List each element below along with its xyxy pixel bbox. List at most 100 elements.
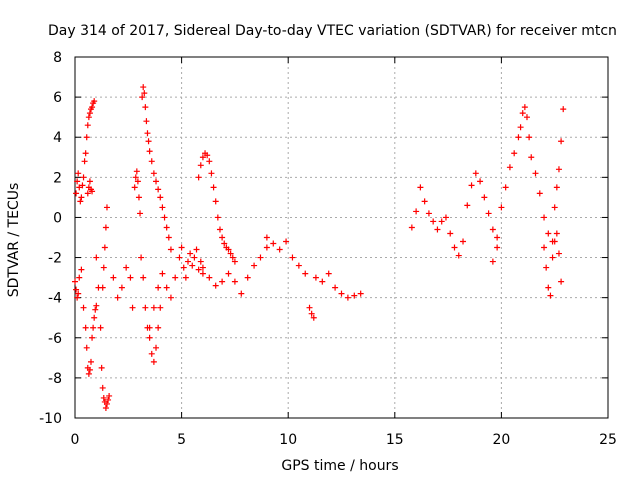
data-point [451,244,458,251]
data-point [276,246,283,253]
data-point [219,278,226,285]
data-point [549,254,556,261]
data-point [118,284,125,291]
data-point [270,240,277,247]
data-point [494,244,501,251]
data-point [153,178,160,185]
series-sdtvar-4-6h-band [146,244,206,331]
data-point [93,302,100,309]
data-point [146,334,153,341]
data-point [82,324,89,331]
y-tick-label: -10 [39,411,62,427]
data-point [92,306,99,313]
data-point [103,400,110,407]
series-sdtvar-2-3h-scatter [110,168,164,365]
data-point [83,134,90,141]
data-point [528,154,535,161]
data-point [560,106,567,113]
series-sdtvar-6h-peak [195,150,238,265]
data-point [489,258,496,265]
data-point [82,150,89,157]
data-point [310,314,317,321]
data-point [163,284,170,291]
data-point [146,324,153,331]
data-point [167,294,174,301]
series-sdtvar-22-23h-tail [541,106,567,299]
data-point [74,178,81,185]
data-point [178,244,185,251]
data-point [85,370,92,377]
data-point [180,264,187,271]
data-point [159,270,166,277]
y-tick-label: 6 [53,90,62,106]
data-point [199,270,206,277]
data-point [78,266,85,273]
grid-lines [75,57,608,418]
data-point [150,304,157,311]
data-point [84,190,91,197]
data-point [73,286,80,293]
data-point [206,158,213,165]
x-tick-label: 20 [492,432,510,448]
data-point [225,270,232,277]
data-point [238,290,245,297]
data-point [558,138,565,145]
data-point [97,324,104,331]
data-point [140,84,147,91]
data-point [517,124,524,131]
data-point [76,274,83,281]
data-point [489,226,496,233]
data-point [102,224,109,231]
y-tick-label: 4 [53,130,62,146]
data-point [187,250,194,257]
data-point [551,204,558,211]
data-point [89,104,96,111]
data-point [76,184,83,191]
x-axis-ticks: 0 5 10 15 20 25 [71,57,617,448]
data-point [86,178,93,185]
data-point [199,264,206,271]
series-sdtvar-20-22h-peak [489,104,556,265]
data-point [189,262,196,269]
plot-frame [74,56,609,419]
data-point [72,278,78,285]
data-point [536,190,543,197]
data-point [212,198,219,205]
data-point [133,168,140,175]
data-point [81,158,88,165]
series-sdtvar-16-19h-cluster [408,170,501,259]
data-point [132,174,139,181]
data-point [357,290,364,297]
data-point [89,334,96,341]
data-point [148,158,155,165]
data-point [214,214,221,221]
data-point [547,292,554,299]
data-point [485,210,492,217]
series-sdtvar-6-9h-lower [199,244,270,297]
data-point [434,226,441,233]
data-point [319,278,326,285]
data-point [129,304,136,311]
data-point [193,246,200,253]
data-point [135,194,142,201]
y-tick-label: -6 [48,331,62,347]
data-point [344,294,351,301]
data-point [541,214,548,221]
data-point [100,394,107,401]
data-point [103,204,110,211]
data-point [101,244,108,251]
data-point [338,290,345,297]
data-point [153,344,160,351]
series-sdtvar-9-13h-band [263,234,364,321]
data-point [351,292,358,299]
data-point [312,274,319,281]
data-point [99,384,106,391]
data-point [145,138,152,145]
data-point [75,290,82,297]
data-point [551,238,558,245]
data-point [545,230,552,237]
data-point [182,274,189,281]
data-point [110,274,117,281]
data-point [555,166,562,173]
